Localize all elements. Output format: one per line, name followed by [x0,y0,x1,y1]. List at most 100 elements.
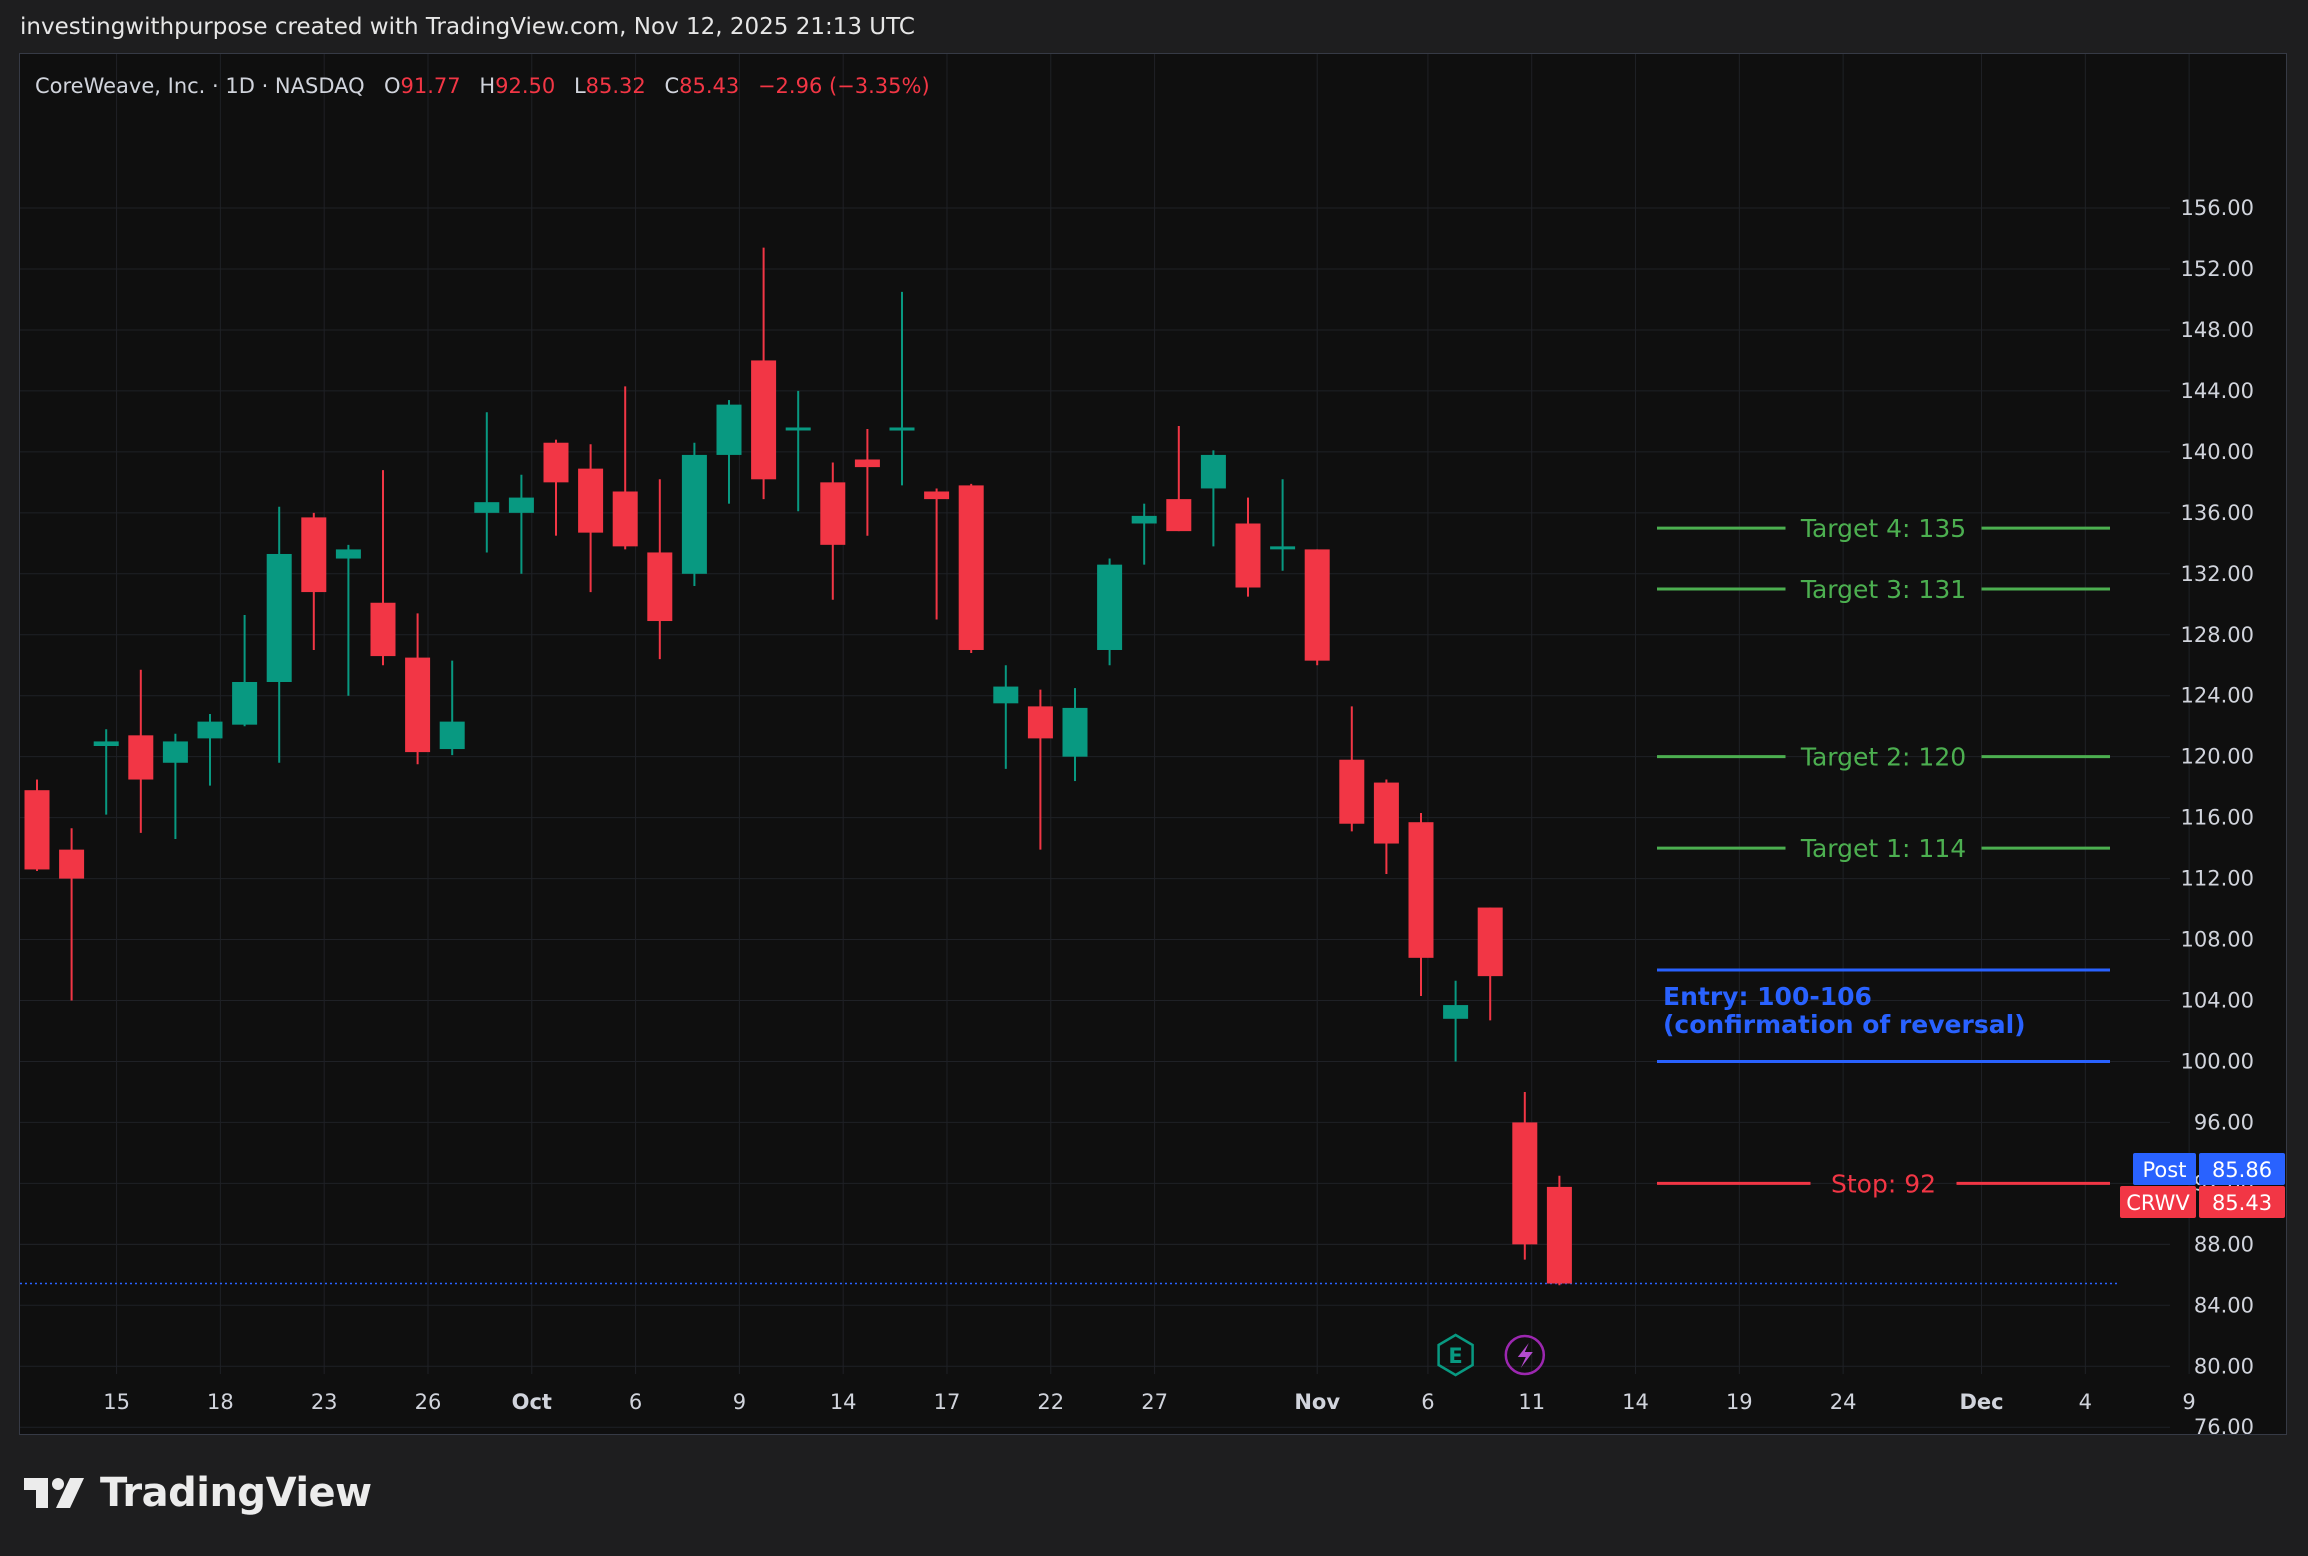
candle-body[interactable] [266,553,292,682]
candle-body[interactable] [405,657,431,753]
legend-ohlc: O91.77 H92.50 L85.32 C85.43 −2.96 (−3.35… [384,74,930,98]
y-tick-label: 132.00 [2181,562,2254,586]
post-market-tag[interactable]: Post 85.86 [2133,1153,2285,1185]
x-tick-label: 4 [2079,1390,2092,1414]
level-label: Target 2: 120 [1800,743,1966,772]
candle-body[interactable] [785,427,811,431]
y-tick-label: 84.00 [2194,1293,2254,1317]
x-tick-label: Dec [1959,1390,2003,1414]
x-tick-label: 17 [934,1390,961,1414]
y-tick-label: 100.00 [2181,1049,2254,1073]
y-tick-label: 152.00 [2181,257,2254,281]
candle-body[interactable] [508,497,534,513]
chart-panel[interactable]: Target 4: 135 Target 3: 131 Target 2: 120 T… [19,53,2287,1435]
candle-body[interactable] [370,602,396,657]
candle-body[interactable] [1200,454,1226,489]
legend-symbol[interactable]: CoreWeave, Inc. · 1D · NASDAQ [35,74,365,98]
x-tick-label: 23 [311,1390,338,1414]
candle-body[interactable] [958,485,984,650]
x-tick-label: 9 [2182,1390,2195,1414]
candle-body[interactable] [1062,707,1088,757]
candle-body[interactable] [716,404,742,455]
candle-body[interactable] [24,790,50,870]
candle-body[interactable] [439,721,465,750]
dividend-flash-icon[interactable] [1504,1334,1546,1376]
level-label: Target 4: 135 [1800,514,1966,543]
chart-attribution: investingwithpurpose created with Tradin… [20,14,915,40]
open-value: 91.77 [401,74,461,98]
y-tick-label: 156.00 [2181,196,2254,220]
candle-body[interactable] [335,549,361,559]
x-tick-label: 11 [1518,1390,1545,1414]
candle-body[interactable] [578,468,604,533]
candle-body[interactable] [1546,1186,1572,1284]
candle-body[interactable] [197,721,223,739]
flash-circle [1504,1334,1546,1376]
entry-note: (confirmation of reversal) [1663,1010,2026,1039]
candlestick-chart[interactable]: Target 4: 135 Target 3: 131 Target 2: 120 T… [20,54,2286,1434]
level-label: Target 3: 131 [1800,575,1966,604]
candle-body[interactable] [1339,759,1365,824]
x-tick-label: 14 [1622,1390,1649,1414]
candle-body[interactable] [543,442,569,483]
x-tick-label: 19 [1726,1390,1753,1414]
candle-body[interactable] [647,552,673,622]
legend: CoreWeave, Inc. · 1D · NASDAQ O91.77 H92… [35,74,930,98]
x-tick-label: 6 [629,1390,642,1414]
candle-body[interactable] [751,360,777,480]
x-tick-label: 9 [733,1390,746,1414]
y-tick-label: 80.00 [2194,1354,2254,1378]
y-tick-label: 104.00 [2181,989,2254,1013]
candle-body[interactable] [889,427,915,431]
candle-body[interactable] [1512,1122,1538,1245]
y-tick-label: 76.00 [2194,1415,2254,1434]
candle-body[interactable] [232,681,258,725]
candle-body[interactable] [1477,907,1503,977]
earnings-shape [1437,1333,1474,1377]
low-value: 85.32 [586,74,646,98]
x-tick-label: 6 [1421,1390,1434,1414]
candle-body[interactable] [301,517,327,593]
y-tick-label: 96.00 [2194,1110,2254,1134]
candle-body[interactable] [474,502,500,513]
candle-body[interactable] [1304,549,1330,661]
open-label: O [384,74,401,98]
flash-bolt [1517,1343,1533,1368]
x-tick-label: 18 [207,1390,234,1414]
annotation-levels: Target 4: 135 Target 3: 131 Target 2: 120 T… [20,514,2120,1285]
candle-body[interactable] [1131,515,1157,524]
candle-body[interactable] [924,491,950,500]
candle-body[interactable] [681,454,707,574]
candle-body[interactable] [1166,499,1192,532]
price-tag-label-bg [2120,1186,2196,1218]
last-price-tag[interactable]: CRWV 85.43 [2120,1186,2285,1218]
candle-body[interactable] [1235,523,1261,588]
candle-body[interactable] [128,735,154,780]
candle-body[interactable] [1408,822,1434,958]
candle-body[interactable] [820,482,846,545]
candle-body[interactable] [993,686,1019,704]
x-tick-label: Nov [1294,1390,1340,1414]
candle-body[interactable] [1097,564,1123,650]
y-tick-label: 128.00 [2181,623,2254,647]
price-tag-label: CRWV [2126,1191,2190,1215]
candle-body[interactable] [93,741,119,747]
candle-body[interactable] [1270,546,1296,550]
candle-body[interactable] [162,741,188,763]
earnings-icon[interactable]: E [1437,1333,1474,1377]
price-tag-value-bg [2199,1153,2285,1185]
candle-body[interactable] [1443,1005,1469,1019]
change-value: −2.96 (−3.35%) [758,74,930,98]
level-label: Stop: 92 [1831,1169,1936,1198]
candle-body[interactable] [612,491,638,547]
grid [20,54,2190,1428]
candle-body[interactable] [854,459,880,468]
y-tick-label: 140.00 [2181,440,2254,464]
event-icons: E [1437,1333,1546,1377]
x-tick-label: 15 [103,1390,130,1414]
candle-body[interactable] [1027,706,1053,739]
candle-body[interactable] [1373,782,1399,844]
x-tick-label: Oct [512,1390,552,1414]
earnings-glyph: E [1448,1344,1462,1368]
candle-body[interactable] [59,849,85,879]
